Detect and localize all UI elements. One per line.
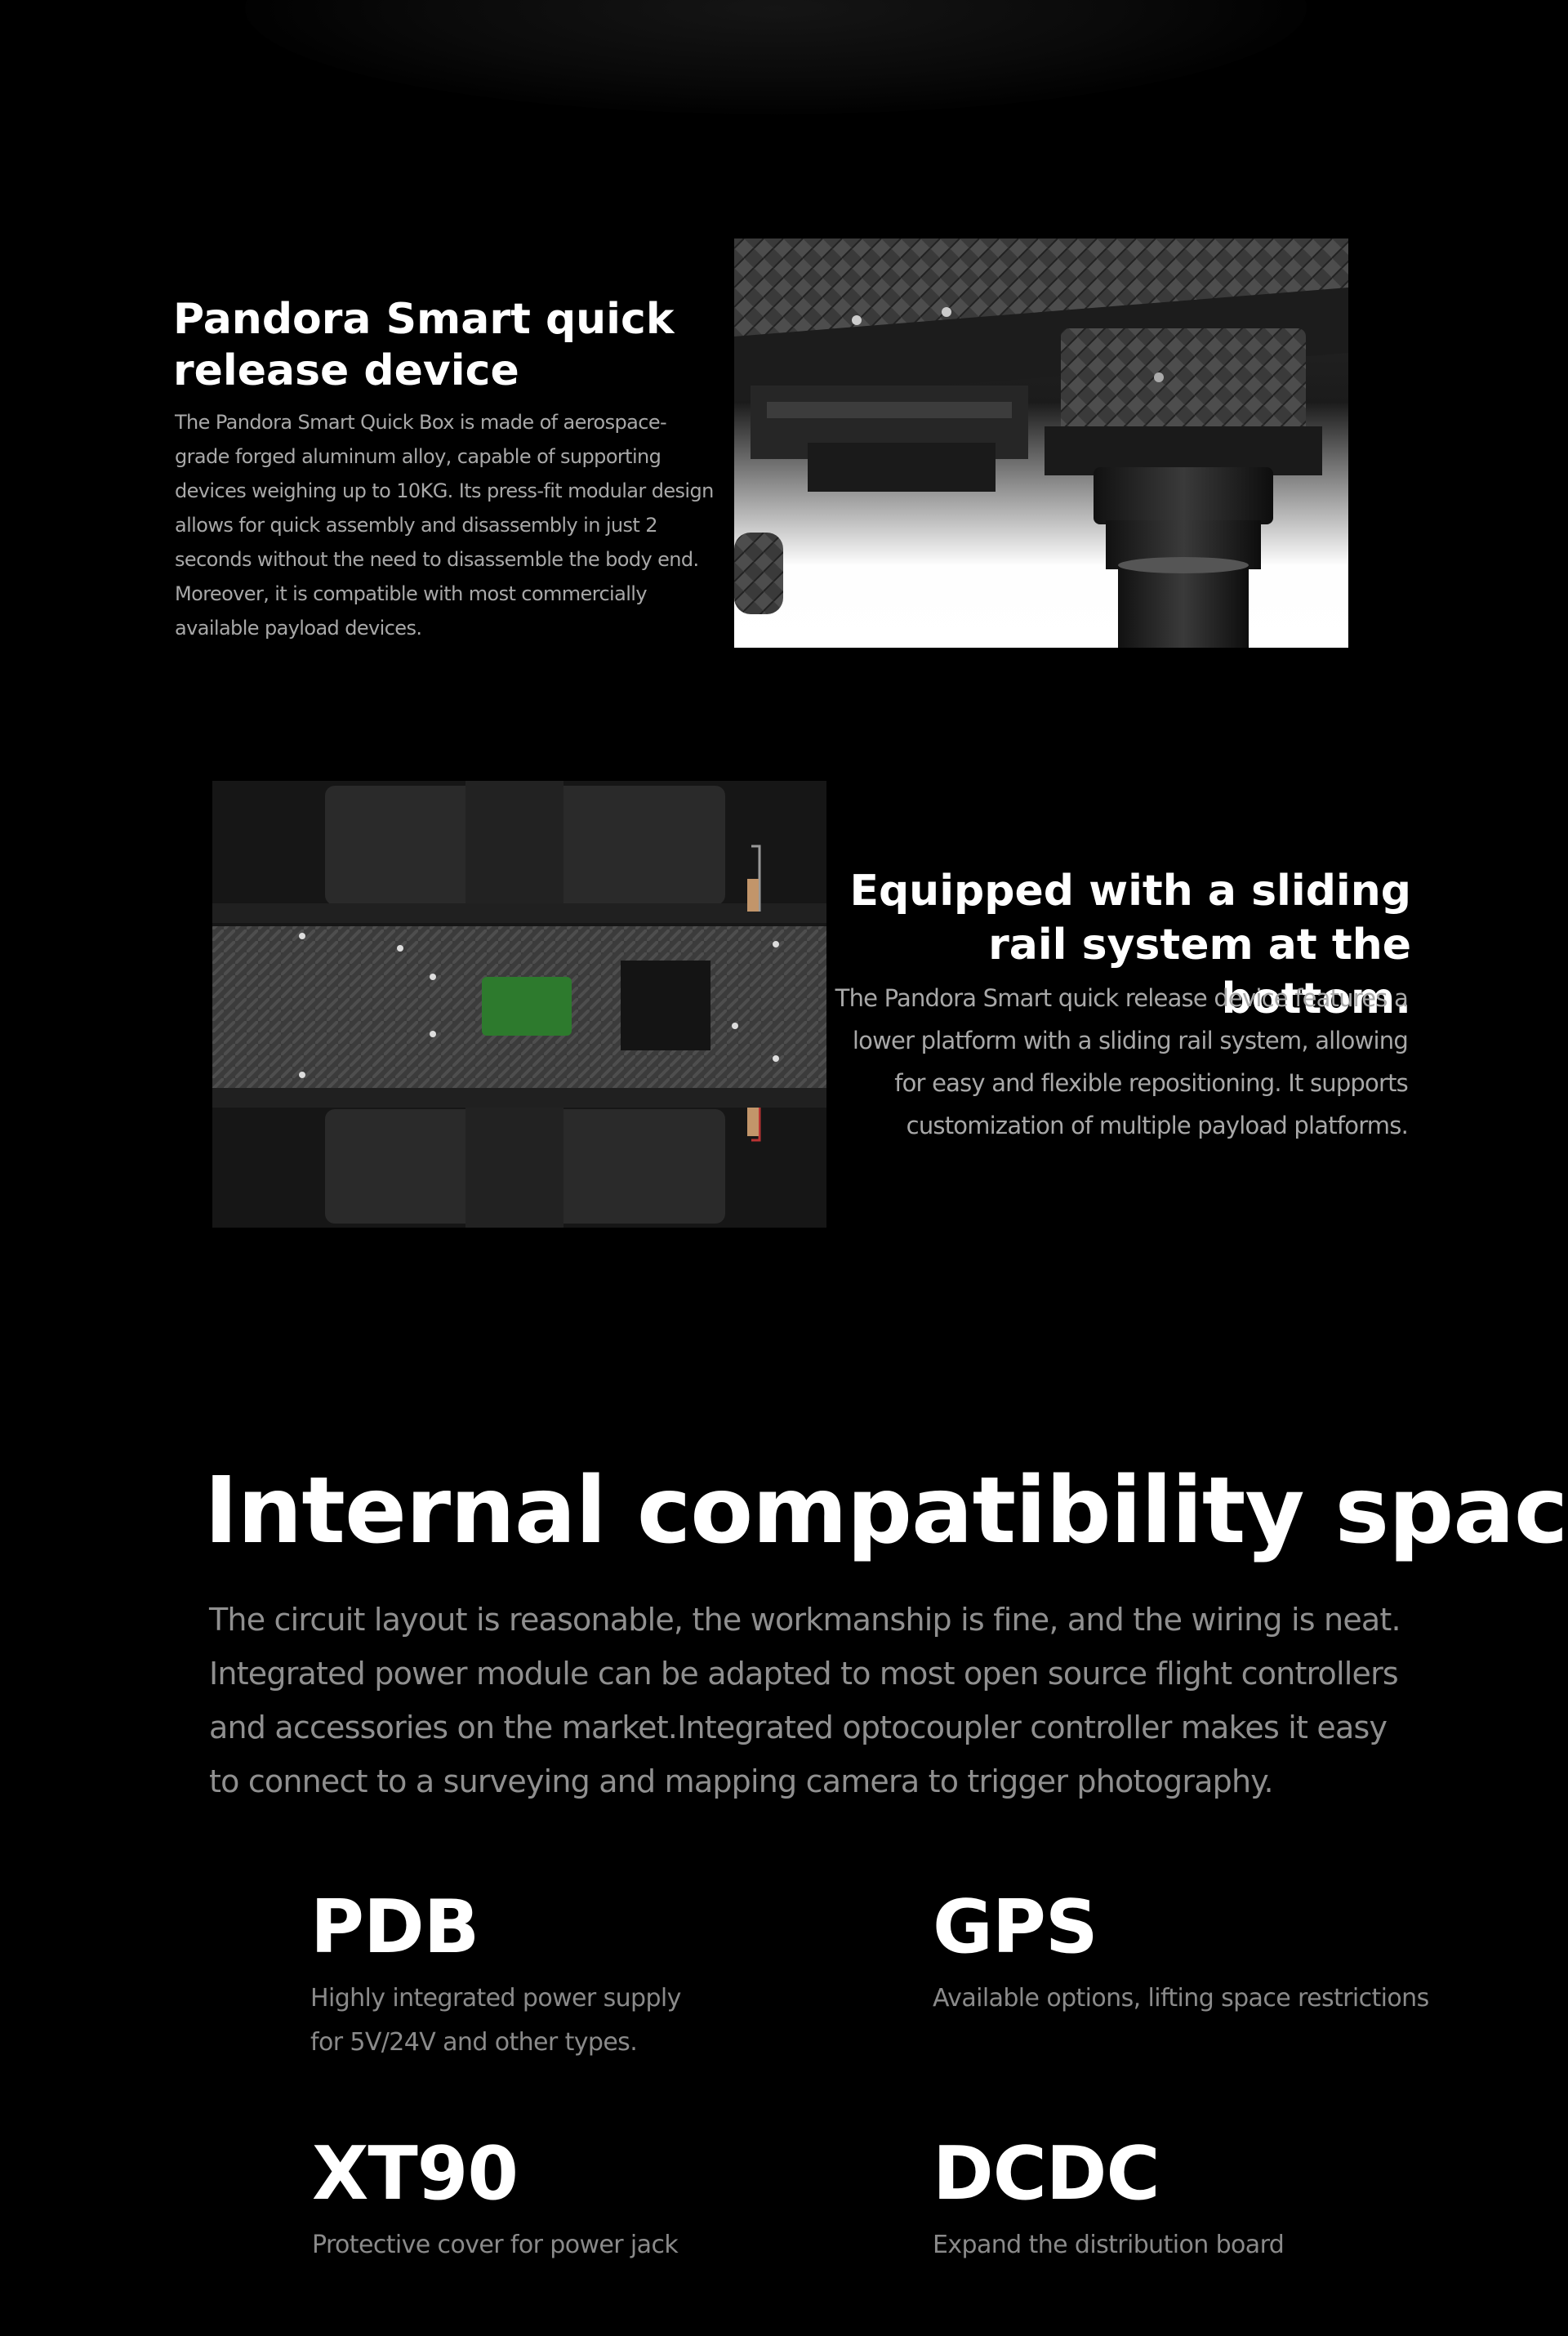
feature-pdb: PDB Highly integrated power supply for 5…: [310, 1887, 833, 2065]
feature-gps: GPS Available options, lifting space res…: [933, 1887, 1455, 2021]
top-ambient-glow: [245, 0, 1307, 114]
feature-description: Protective cover for power jack: [312, 2231, 679, 2259]
feature-name: DCDC: [933, 2131, 1160, 2217]
sliding-rail-system-image: [212, 781, 826, 1228]
feature-description: Available options, lifting space restric…: [933, 1984, 1429, 2013]
quick-release-title: Pandora Smart quick release device: [173, 295, 675, 395]
feature-description: Expand the distribution board: [933, 2231, 1285, 2259]
feature-dcdc: DCDC Expand the distribution board: [933, 2133, 1455, 2267]
feature-xt90: XT90 Protective cover for power jack: [312, 2133, 835, 2267]
sliding-rail-description: The Pandora Smart quick release device f…: [835, 984, 1409, 1139]
sliding-rail-title: Equipped with a sliding rail system at t…: [849, 867, 1411, 1023]
internal-compatibility-title: Internal compatibility space: [204, 1458, 1568, 1564]
feature-name: PDB: [310, 1884, 479, 1970]
quick-release-device-image: [734, 239, 1348, 648]
feature-description: Highly integrated power supply for 5V/24…: [310, 1984, 681, 2057]
feature-name: GPS: [933, 1884, 1098, 1970]
feature-name: XT90: [312, 2131, 519, 2217]
internal-compatibility-description: The circuit layout is reasonable, the wo…: [209, 1602, 1401, 1799]
quick-release-description: The Pandora Smart Quick Box is made of a…: [175, 411, 714, 640]
